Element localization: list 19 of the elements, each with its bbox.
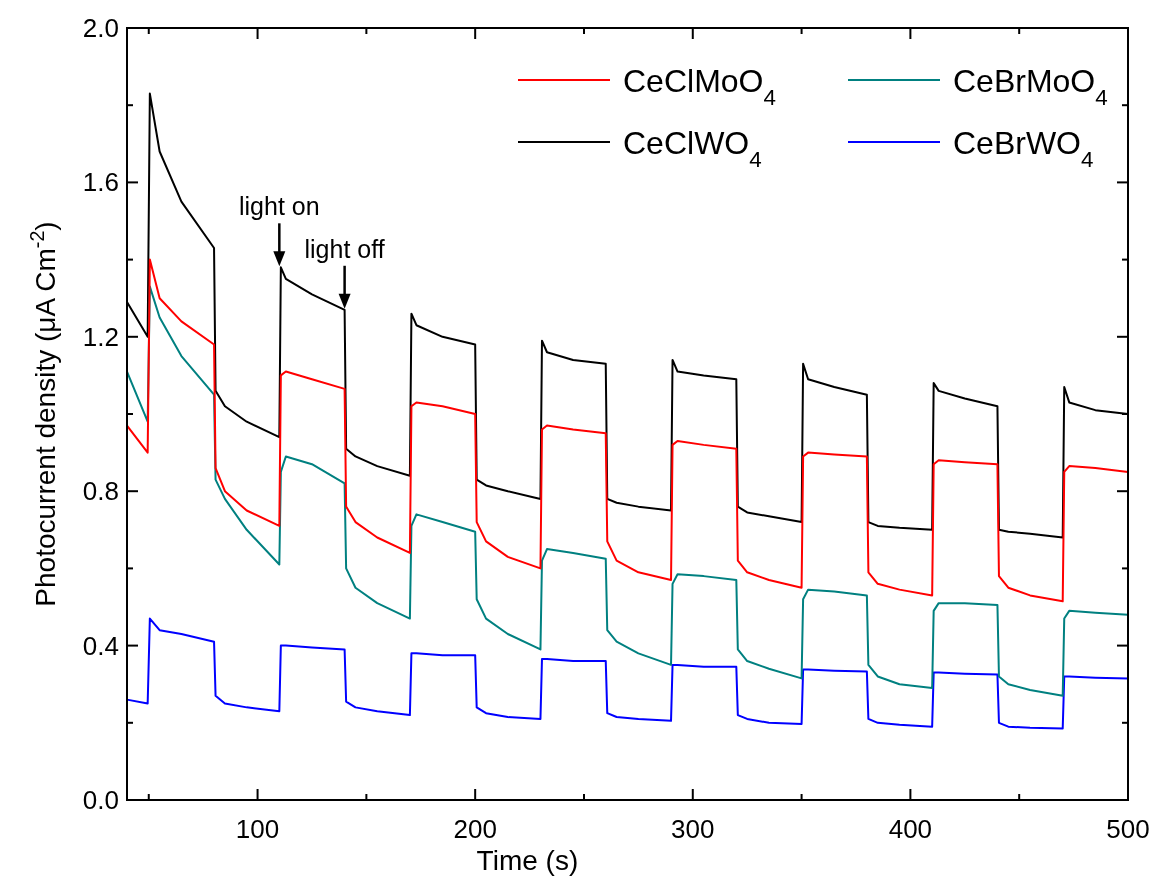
legend-label: CeBrMoO$_{4}$ [953,63,1108,110]
x-tick-label: 500 [1106,814,1150,844]
y-tick-label: 1.2 [82,321,119,352]
x-tick-label: 400 [888,814,933,844]
legend-label: CeBrWO$_{4}$ [953,125,1094,172]
y-tick-label: 0.4 [82,630,119,661]
legend-label: CeClMoO$_{4}$ [623,63,776,110]
y-tick-label: 1.6 [82,167,119,198]
x-tick-label: 100 [235,814,280,844]
x-tick-label: 200 [453,814,497,844]
annotation: light on [239,192,320,221]
y-tick-label: 0.0 [82,785,119,815]
legend-label: CeClWO$_{4}$ [623,125,762,172]
x-tick-label: 300 [671,814,715,844]
x-axis-title: Time (s) [476,845,579,876]
y-tick-label: 2.0 [82,13,119,43]
y-tick-label: 0.8 [82,476,119,507]
line-series [126,617,1129,730]
annotation: light off [304,234,385,263]
